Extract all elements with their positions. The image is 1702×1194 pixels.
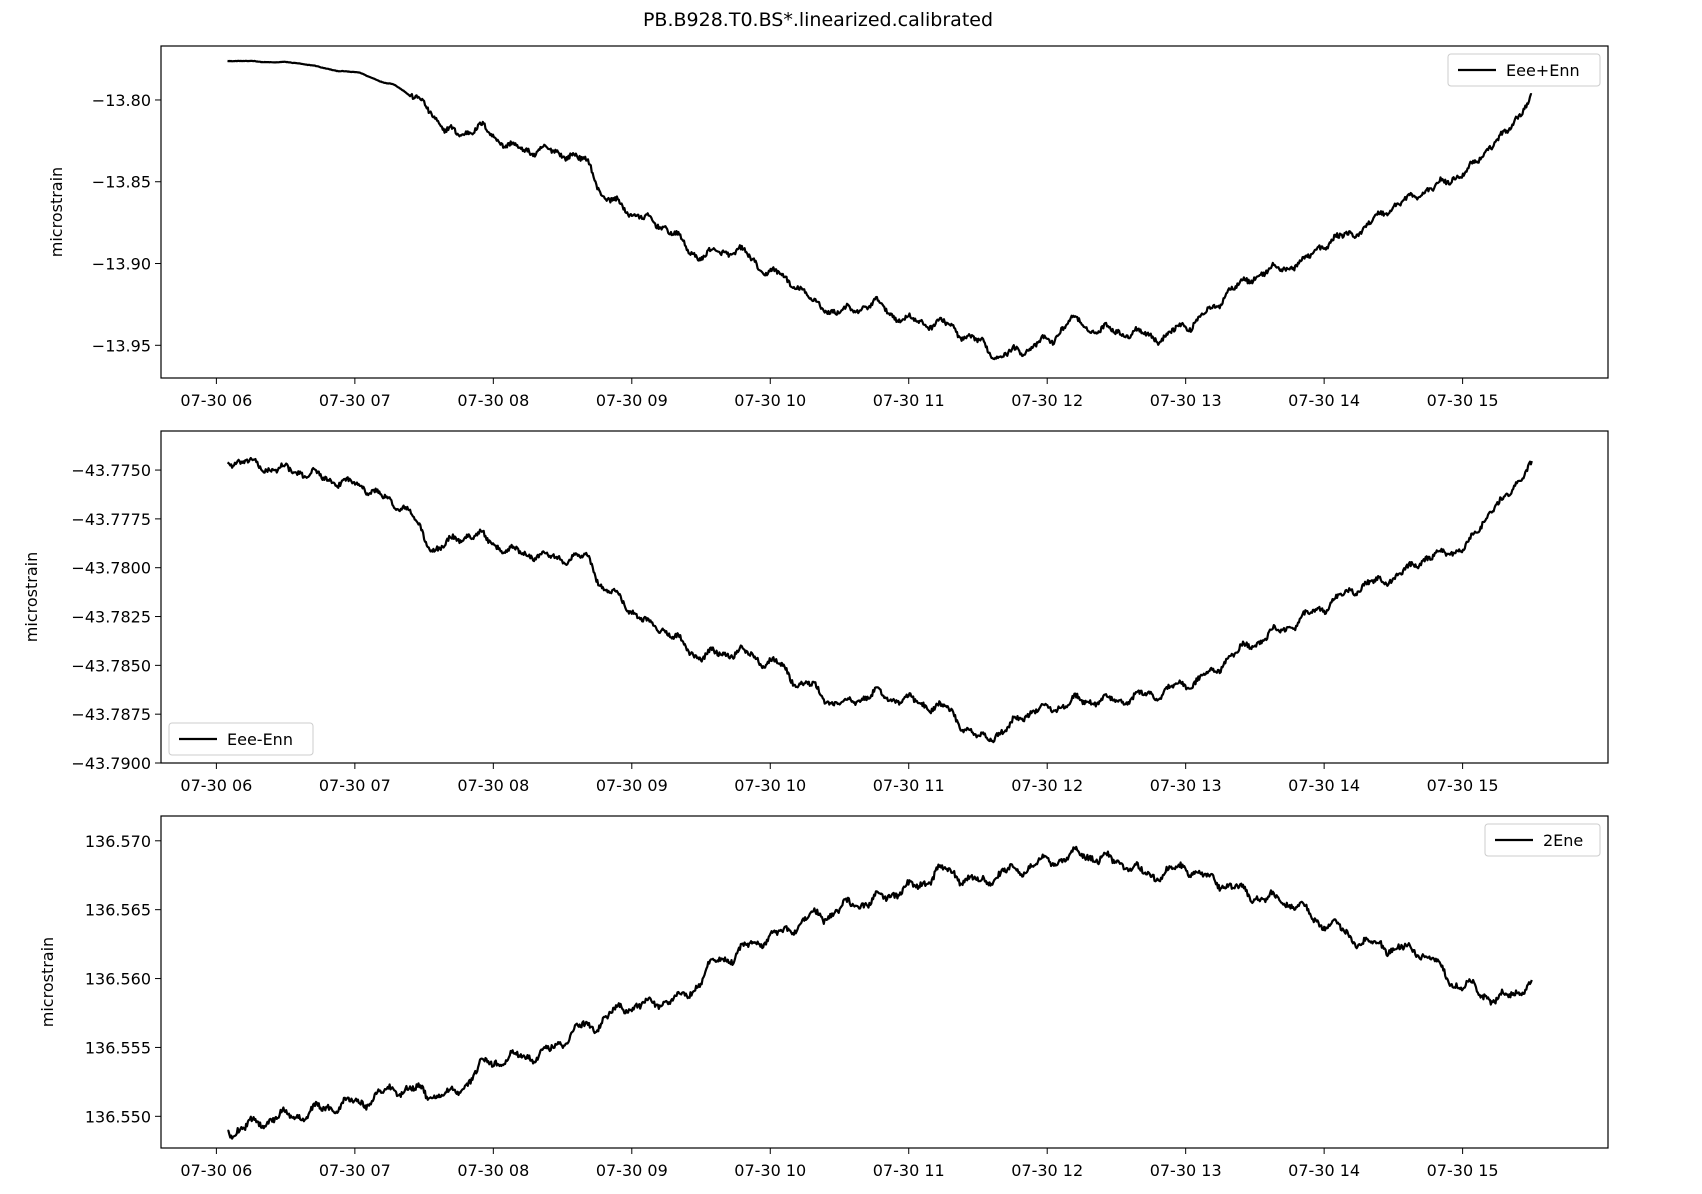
series-line-shear [227,845,1533,1140]
x-tick-label: 07-30 06 [180,1161,252,1180]
x-tick-label: 07-30 10 [734,391,806,410]
x-tick-label: 07-30 15 [1427,391,1499,410]
legend-box [1447,53,1601,87]
legend: Eee+Enn [1447,53,1601,87]
x-tick-label: 07-30 08 [457,1161,529,1180]
x-tick-label: 07-30 11 [873,391,945,410]
y-tick-label: −43.7900 [71,754,151,773]
y-tick-label: 136.560 [85,970,151,989]
x-tick-label: 07-30 13 [1150,391,1222,410]
legend: 2Ene [1484,823,1601,857]
x-tick-label: 07-30 14 [1288,1161,1360,1180]
x-tick-label: 07-30 12 [1011,391,1083,410]
plot-frame-shear [160,815,1609,1149]
y-tick-label: −43.7775 [71,510,151,529]
x-tick-label: 07-30 12 [1011,1161,1083,1180]
x-tick-label: 07-30 08 [457,391,529,410]
plot-frame-sum [160,45,1609,379]
x-tick-label: 07-30 10 [734,1161,806,1180]
y-tick-label: −13.95 [92,336,151,355]
y-tick-label: −13.80 [92,91,151,110]
x-tick-label: 07-30 08 [457,776,529,795]
legend-entry: Eee+Enn [1506,61,1580,80]
y-tick-label: −43.7825 [71,608,151,627]
y-axis-label: microstrain [22,552,41,642]
x-tick-label: 07-30 07 [319,1161,391,1180]
y-axis-label: microstrain [47,167,66,257]
x-tick-label: 07-30 09 [596,776,668,795]
y-tick-label: 136.570 [85,832,151,851]
x-tick-label: 07-30 11 [873,1161,945,1180]
x-tick-label: 07-30 06 [180,776,252,795]
subplot-shear: 07-30 06 07-30 07 07-30 08 07-30 09 07-30 10… [38,815,1609,1180]
y-axis-label: microstrain [38,937,57,1027]
x-tick-label: 07-30 09 [596,391,668,410]
x-tick-label: 07-30 13 [1150,1161,1222,1180]
x-tick-label: 07-30 15 [1427,776,1499,795]
plot-frame-difference [160,430,1609,764]
x-tick-label: 07-30 06 [180,391,252,410]
legend-box [168,722,314,756]
y-tick-label: 136.555 [85,1038,151,1057]
figure-title: PB.B928.T0.BS*.linearized.calibrated [643,9,993,31]
y-tick-label: −43.7750 [71,461,151,480]
x-tick-label: 07-30 09 [596,1161,668,1180]
legend-entry: 2Ene [1543,831,1583,850]
x-tick-label: 07-30 11 [873,776,945,795]
subplot-difference: 07-30 06 07-30 07 07-30 08 07-30 09 07-30 10… [22,430,1609,795]
y-tick-label: −13.85 [92,173,151,192]
y-tick-label: −43.7850 [71,656,151,675]
x-tick-label: 07-30 07 [319,776,391,795]
series-line-difference [226,456,1533,744]
y-tick-label: 136.565 [85,901,151,920]
x-tick-label: 07-30 13 [1150,776,1222,795]
series-line-sum [227,59,1533,361]
x-tick-label: 07-30 15 [1427,1161,1499,1180]
x-tick-label: 07-30 07 [319,391,391,410]
legend-box [1484,823,1601,857]
y-tick-label: −13.90 [92,255,151,274]
legend: Eee-Enn [168,722,314,756]
x-tick-label: 07-30 14 [1288,391,1360,410]
x-tick-label: 07-30 12 [1011,776,1083,795]
y-tick-label: −43.7875 [71,705,151,724]
subplot-sum: 07-30 06 07-30 07 07-30 08 07-30 09 07-30 10… [47,45,1609,410]
x-tick-label: 07-30 14 [1288,776,1360,795]
legend-entry: Eee-Enn [227,730,293,749]
y-tick-label: 136.550 [85,1107,151,1126]
y-tick-label: −43.7800 [71,559,151,578]
x-tick-label: 07-30 10 [734,776,806,795]
